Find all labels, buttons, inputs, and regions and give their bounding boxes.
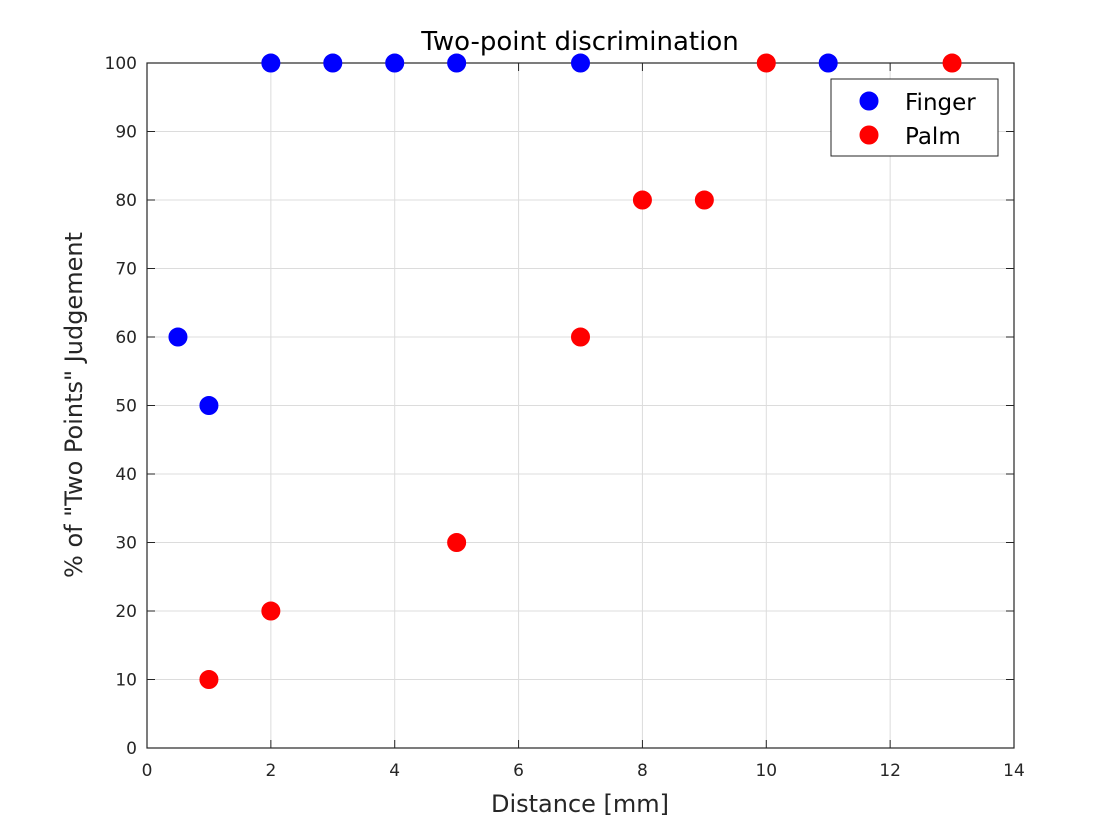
x-axis-label: Distance [mm] xyxy=(491,790,669,818)
data-point-finger xyxy=(323,53,343,73)
data-point-palm xyxy=(199,670,219,689)
y-tick-label: 20 xyxy=(115,602,137,622)
data-point-palm xyxy=(261,601,281,621)
y-tick-label: 60 xyxy=(115,328,137,348)
y-axis-label: % of "Two Points" Judgement xyxy=(60,232,88,578)
legend: Finger Palm xyxy=(830,78,999,157)
data-point-palm xyxy=(447,533,467,552)
x-ticks: 0 2 4 6 8 10 12 14 xyxy=(142,63,1025,781)
data-point-palm xyxy=(756,53,776,73)
data-point-finger xyxy=(447,53,467,73)
data-point-finger xyxy=(261,53,281,73)
y-tick-label: 50 xyxy=(115,397,137,417)
x-tick-label: 2 xyxy=(265,761,276,781)
data-point-palm xyxy=(694,190,714,210)
legend-label-palm: Palm xyxy=(905,124,961,150)
y-tick-label: 40 xyxy=(115,465,137,485)
y-tick-label: 100 xyxy=(105,54,137,74)
data-point-finger xyxy=(168,327,188,347)
y-tick-label: 80 xyxy=(115,191,137,211)
data-points xyxy=(168,53,962,689)
data-point-palm xyxy=(571,327,590,347)
y-ticks: 0 10 20 30 40 50 60 70 80 90 100 xyxy=(105,54,1014,759)
x-tick-label: 10 xyxy=(755,761,777,781)
y-tick-label: 10 xyxy=(115,671,137,691)
legend-label-finger: Finger xyxy=(905,90,976,116)
legend-marker-palm xyxy=(859,125,879,145)
y-tick-label: 70 xyxy=(115,260,137,280)
x-tick-label: 0 xyxy=(142,761,153,781)
y-tick-label: 0 xyxy=(126,739,137,759)
data-point-finger xyxy=(199,396,219,415)
y-tick-label: 90 xyxy=(115,123,137,143)
data-point-finger xyxy=(818,53,838,73)
x-tick-label: 14 xyxy=(1003,761,1025,781)
x-tick-label: 12 xyxy=(879,761,901,781)
legend-box xyxy=(830,78,999,157)
data-point-palm xyxy=(632,190,652,210)
chart-title: Two-point discrimination xyxy=(420,27,738,57)
y-tick-label: 30 xyxy=(115,534,137,554)
data-point-finger xyxy=(385,53,405,73)
x-tick-label: 8 xyxy=(637,761,648,781)
x-tick-label: 4 xyxy=(389,761,400,781)
legend-marker-finger xyxy=(859,91,879,111)
data-point-finger xyxy=(571,53,590,73)
x-tick-label: 6 xyxy=(513,761,524,781)
data-point-palm xyxy=(942,53,962,73)
